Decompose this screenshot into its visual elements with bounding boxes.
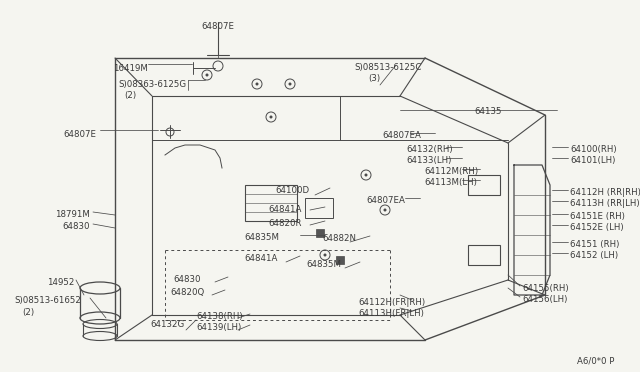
Text: 64152E (LH): 64152E (LH): [570, 223, 623, 232]
Circle shape: [365, 173, 367, 176]
Text: 18791M: 18791M: [55, 210, 90, 219]
Text: 64155(RH): 64155(RH): [522, 284, 568, 293]
Circle shape: [255, 83, 259, 86]
Text: S)08513-6125C: S)08513-6125C: [354, 63, 421, 72]
Text: 64156(LH): 64156(LH): [522, 295, 568, 304]
Text: 64100D: 64100D: [275, 186, 309, 195]
Circle shape: [289, 83, 291, 86]
Text: 64132G: 64132G: [150, 320, 184, 329]
Circle shape: [383, 208, 387, 212]
Text: 64830: 64830: [63, 222, 90, 231]
Circle shape: [323, 253, 326, 257]
Text: 64133(LH): 64133(LH): [406, 156, 451, 165]
Bar: [336, 256, 344, 264]
Bar: [245, 185, 297, 221]
Text: 64139(LH): 64139(LH): [196, 323, 241, 332]
Text: 64138(RH): 64138(RH): [196, 312, 243, 321]
Text: 64830: 64830: [173, 275, 200, 284]
Text: 64151E (RH): 64151E (RH): [570, 212, 625, 221]
Text: 64132(RH): 64132(RH): [406, 145, 452, 154]
Text: 64152 (LH): 64152 (LH): [570, 251, 618, 260]
Text: 64151 (RH): 64151 (RH): [570, 240, 620, 249]
Text: 64807E: 64807E: [63, 130, 96, 139]
Text: S)08513-61652: S)08513-61652: [14, 296, 81, 305]
Text: 64841A: 64841A: [268, 205, 301, 214]
Text: 64807EA: 64807EA: [382, 131, 421, 140]
Bar: [316, 229, 324, 237]
Bar: [468, 175, 500, 195]
Text: S)08363-6125G: S)08363-6125G: [118, 80, 186, 89]
Text: 64820R: 64820R: [268, 219, 301, 228]
Text: 64100(RH): 64100(RH): [570, 145, 616, 154]
Text: 64841A: 64841A: [244, 254, 277, 263]
Bar: [305, 198, 333, 218]
Circle shape: [205, 74, 209, 77]
Text: 64113H(FR|LH): 64113H(FR|LH): [358, 309, 424, 318]
Text: 64113H (RR|LH): 64113H (RR|LH): [570, 199, 639, 208]
Text: 64113M(LH): 64113M(LH): [424, 178, 477, 187]
Text: 64807EA: 64807EA: [366, 196, 405, 205]
Text: (2): (2): [22, 308, 34, 317]
Bar: [468, 245, 500, 265]
Text: 64101(LH): 64101(LH): [570, 156, 616, 165]
Text: 64835M: 64835M: [244, 233, 279, 242]
Text: 64112M(RH): 64112M(RH): [424, 167, 478, 176]
Text: 64835M: 64835M: [306, 260, 341, 269]
Text: 16419M: 16419M: [113, 64, 148, 73]
Text: A6/0*0 P: A6/0*0 P: [577, 356, 614, 365]
Text: 64807E: 64807E: [202, 22, 234, 31]
Circle shape: [269, 115, 273, 119]
Text: 64820Q: 64820Q: [170, 288, 204, 297]
Text: (2): (2): [124, 91, 136, 100]
Text: 14952: 14952: [47, 278, 74, 287]
Text: 64882N: 64882N: [322, 234, 356, 243]
Text: 64112H (RR|RH): 64112H (RR|RH): [570, 188, 640, 197]
Text: 64135: 64135: [474, 107, 502, 116]
Text: 64112H(FR|RH): 64112H(FR|RH): [358, 298, 425, 307]
Text: (3): (3): [368, 74, 380, 83]
